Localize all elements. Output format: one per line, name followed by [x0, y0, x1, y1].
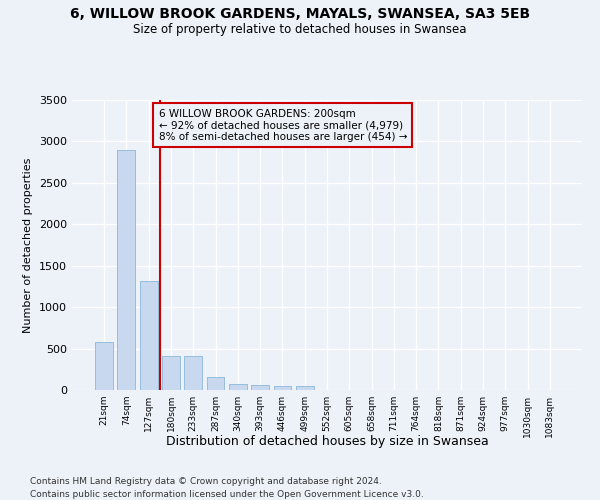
Text: 6, WILLOW BROOK GARDENS, MAYALS, SWANSEA, SA3 5EB: 6, WILLOW BROOK GARDENS, MAYALS, SWANSEA… [70, 8, 530, 22]
Bar [162, 356, 180, 390]
Bar [95, 342, 113, 390]
Bar [296, 386, 314, 390]
Bar [140, 282, 158, 390]
Text: Size of property relative to detached houses in Swansea: Size of property relative to detached ho… [133, 22, 467, 36]
Bar [184, 356, 202, 390]
Bar [118, 150, 136, 390]
Bar [206, 377, 224, 390]
Bar [274, 386, 292, 390]
Text: Distribution of detached houses by size in Swansea: Distribution of detached houses by size … [166, 435, 488, 448]
Text: Contains HM Land Registry data © Crown copyright and database right 2024.: Contains HM Land Registry data © Crown c… [30, 478, 382, 486]
Text: Contains public sector information licensed under the Open Government Licence v3: Contains public sector information licen… [30, 490, 424, 499]
Y-axis label: Number of detached properties: Number of detached properties [23, 158, 34, 332]
Bar [251, 386, 269, 390]
Text: 6 WILLOW BROOK GARDENS: 200sqm
← 92% of detached houses are smaller (4,979)
8% o: 6 WILLOW BROOK GARDENS: 200sqm ← 92% of … [158, 108, 407, 142]
Bar [229, 384, 247, 390]
